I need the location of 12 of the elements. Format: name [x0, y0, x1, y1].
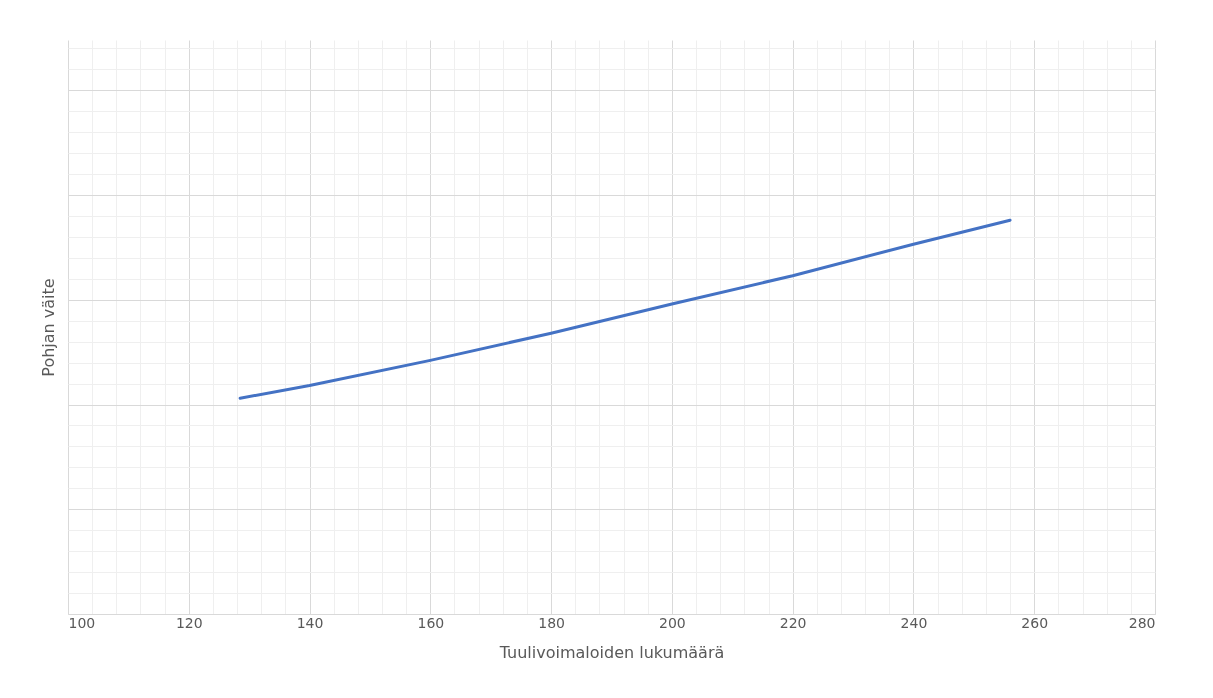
x-tick-label: 280: [1128, 614, 1156, 631]
x-tick-label: 120: [175, 614, 203, 631]
x-tick-label: 160: [417, 614, 445, 631]
x-tick-label: 220: [779, 614, 807, 631]
x-axis-title: Tuulivoimaloiden lukumäärä: [498, 642, 725, 662]
x-tick-label: 200: [659, 614, 686, 631]
x-tick-label: 100: [68, 614, 96, 631]
x-tick-label: 260: [1021, 614, 1049, 631]
x-tick-label: 240: [900, 614, 928, 631]
x-tick-label: 140: [296, 614, 324, 631]
y-axis-title: Pohjan väite: [38, 278, 58, 377]
x-tick-label: 180: [538, 614, 565, 631]
